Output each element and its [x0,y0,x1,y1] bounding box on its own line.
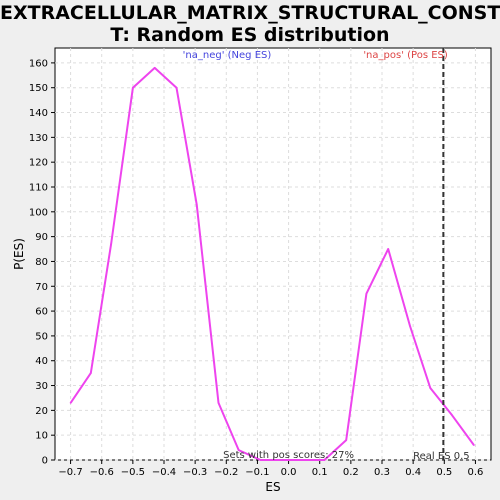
data-point [195,203,198,206]
y-tick-label: 160 [29,58,48,69]
y-tick-label: 50 [35,331,48,342]
series-line [69,66,475,461]
x-tick-label: 0.2 [343,467,359,478]
y-axis: 0 10 20 30 40 50 60 70 80 90 100 110 120 130 140 150 160 [29,58,55,467]
y-tick-label: 80 [35,257,48,268]
x-tick-label: −0.4 [152,467,176,478]
x-tick-label: −0.7 [58,467,82,478]
x-tick-label: 0.1 [312,467,328,478]
grid [55,48,491,461]
data-point [217,402,220,404]
annotation-label: Sets with pos scores: 27% [223,450,354,461]
data-point [409,325,411,327]
data-point [429,387,432,389]
data-point [259,459,262,461]
y-tick-label: 20 [35,406,48,417]
series-group [69,66,475,461]
y-tick-label: 140 [29,108,48,119]
y-tick-label: 40 [35,356,48,367]
annotation-label: 'na_neg' (Neg ES) [183,50,272,61]
data-point [110,243,112,245]
x-tick-label: 0.0 [281,467,297,478]
chart-title-line-1: EXTRACELLULAR_MATRIX_STRUCTURAL_CONSTITU… [0,2,500,24]
data-point [323,459,326,461]
x-tick-label: −0.3 [183,467,207,478]
data-point [387,248,390,250]
y-tick-label: 100 [29,207,48,218]
data-point [90,372,92,374]
x-tick-label: 0.3 [374,467,390,478]
data-point [153,67,156,69]
x-axis-label: ES [265,480,280,494]
data-point [237,449,240,451]
data-point [365,292,368,295]
y-tick-label: 60 [35,307,48,318]
y-tick-label: 110 [29,182,48,193]
data-point [451,414,453,417]
y-tick-label: 0 [42,456,48,467]
chart-title-line-2: T: Random ES distribution [110,24,390,46]
annotation-label: Real ES 0.5 [413,451,469,462]
data-point [473,444,475,446]
plot-area [54,47,492,461]
x-tick-label: −0.5 [121,467,145,478]
data-point [281,459,284,461]
x-tick-label: −0.2 [214,467,238,478]
y-tick-label: 90 [35,232,48,243]
y-tick-label: 150 [29,83,48,94]
y-tick-label: 70 [35,282,48,293]
x-tick-label: 0.6 [467,467,483,478]
x-tick-label: 0.4 [405,467,421,478]
y-tick-label: 30 [35,381,48,392]
data-point [69,402,72,404]
x-tick-label: −0.1 [245,467,269,478]
x-tick-label: −0.6 [90,467,114,478]
annotation-label: 'na_pos' (Pos ES) [363,50,448,61]
data-point [345,439,347,441]
chart-title: EXTRACELLULAR_MATRIX_STRUCTURAL_CONSTITU… [0,2,500,46]
y-tick-label: 120 [29,158,48,169]
y-tick-label: 130 [29,133,48,144]
x-tick-label: 0.5 [436,467,452,478]
data-point [175,86,178,89]
data-point [132,86,134,89]
y-tick-label: 10 [35,431,48,442]
annotations: 'na_neg' (Neg ES) 'na_pos' (Pos ES) Sets w… [183,48,470,462]
x-axis: −0.7 −0.6 −0.5 −0.4 −0.3 −0.2 −0.1 0.0 0.1 0.2 0.3… [58,460,483,478]
y-axis-label: P(ES) [12,238,26,270]
data-point [303,459,305,461]
